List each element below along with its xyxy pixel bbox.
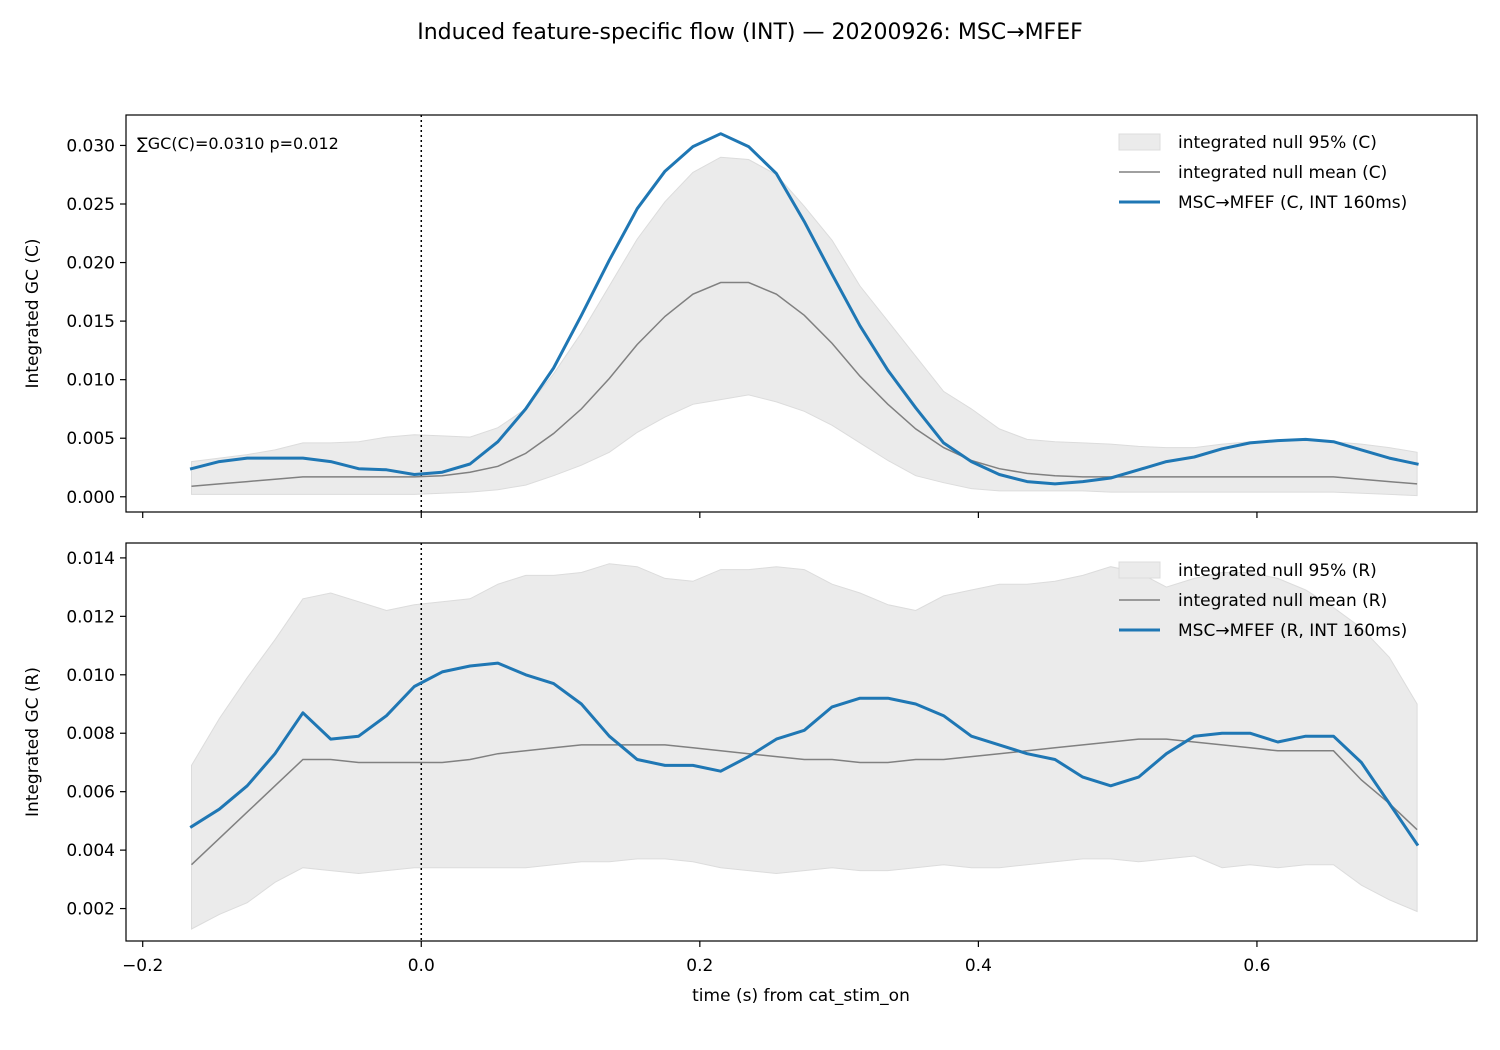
panel-c-axes-frame — [125, 114, 1478, 513]
panel-c-legend-band-swatch — [1118, 133, 1161, 151]
panel-r-y-tick-label: 0.010 — [66, 666, 115, 686]
panel-r: 0.002 0.004 0.006 0.008 0.010 0.012 0.014 −0.2 0… — [23, 542, 1478, 976]
panel-r-x-tick-label: 0.2 — [686, 956, 713, 976]
panel-r-legend-label: integrated null 95% (R) — [1178, 561, 1377, 581]
panel-r-y-tick-label: 0.008 — [66, 724, 115, 744]
panel-c-plot-area — [189, 115, 1419, 512]
panel-c-null-band — [191, 156, 1418, 497]
panel-r-x-tick-label: 0.4 — [965, 956, 992, 976]
panel-c-legend: integrated null 95% (C) integrated null m… — [1118, 133, 1407, 213]
panel-c-legend-label: integrated null 95% (C) — [1178, 133, 1377, 153]
panel-r-null-mean-line — [190, 738, 1418, 866]
panel-c-observed-line — [189, 132, 1419, 486]
x-axis-label: time (s) from cat_stim_on — [692, 986, 910, 1006]
panel-c-y-axis-label: Integrated GC (C) — [23, 238, 43, 388]
panel-c-y-tick-label: 0.015 — [66, 312, 115, 332]
panel-r-observed-line — [189, 661, 1420, 847]
panel-r-x-tick-label: 0.6 — [1243, 956, 1270, 976]
panel-r-y-tick-label: 0.012 — [66, 607, 115, 627]
panel-c-null-mean-line — [191, 281, 1418, 487]
panel-c-y-tick-label: 0.000 — [66, 488, 115, 508]
panel-r-null-band — [191, 563, 1418, 930]
panel-r-legend-band-swatch — [1118, 561, 1161, 579]
panels: 0.000 0.005 0.010 0.015 0.020 0.025 0.030 Integ… — [23, 114, 1478, 976]
panel-r-x-tick-label: −0.2 — [122, 956, 163, 976]
panel-r-legend: integrated null 95% (R) integrated null m… — [1118, 561, 1407, 641]
panel-c-y-tick-label: 0.030 — [66, 136, 115, 156]
panel-r-legend-label: MSC→MFEF (R, INT 160ms) — [1178, 621, 1407, 641]
panel-c-y-tick-label: 0.020 — [66, 254, 115, 274]
panel-c-legend-label: integrated null mean (C) — [1178, 163, 1387, 183]
panel-c-annotation: ∑GC(C)=0.0310 p=0.012 — [137, 134, 339, 153]
panel-r-y-tick-label: 0.004 — [66, 841, 115, 861]
panel-r-y-tick-label: 0.002 — [66, 900, 115, 920]
panel-c-y-tick-label: 0.005 — [66, 429, 115, 449]
panel-r-axes-frame — [125, 542, 1478, 942]
panel-c-legend-label: MSC→MFEF (C, INT 160ms) — [1178, 193, 1407, 213]
panel-r-x-tick-label: 0.0 — [408, 956, 435, 976]
figure-title: Induced feature-specific flow (INT) — 20… — [417, 20, 1083, 45]
panel-r-y-axis-label: Integrated GC (R) — [23, 667, 43, 817]
panel-r-y-tick-label: 0.006 — [66, 783, 115, 803]
panel-c: 0.000 0.005 0.010 0.015 0.020 0.025 0.030 Integ… — [23, 114, 1478, 518]
panel-r-plot-area — [189, 543, 1420, 941]
panel-c-y-tick-label: 0.025 — [66, 195, 115, 215]
panel-r-y-tick-label: 0.014 — [66, 549, 115, 569]
panel-c-y-tick-label: 0.010 — [66, 371, 115, 391]
panel-r-legend-label: integrated null mean (R) — [1178, 591, 1387, 611]
